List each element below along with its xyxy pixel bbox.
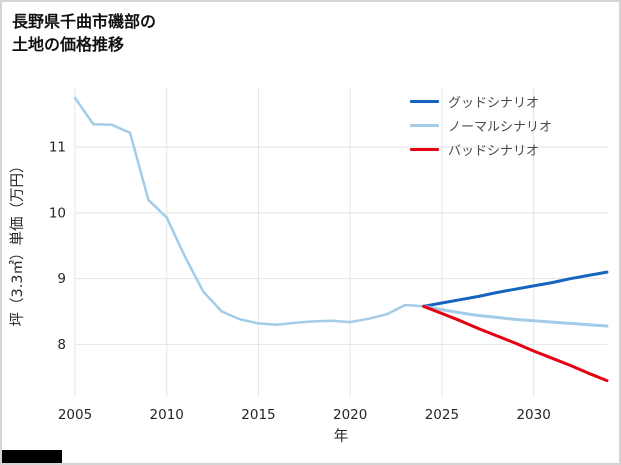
x-tick-label: 2030 [516, 407, 550, 423]
legend-label: グッドシナリオ [448, 96, 540, 111]
y-tick-label: 11 [49, 140, 66, 156]
legend-item-1[interactable]: ノーマルシナリオ [410, 117, 553, 135]
y-tick-label: 9 [57, 271, 66, 287]
x-tick-label: 2025 [425, 407, 459, 423]
legend-line-swatch [410, 124, 439, 127]
x-tick-label: 2020 [333, 407, 367, 423]
chart-title-line2: 土地の価格推移 [12, 35, 125, 55]
series-good-line [422, 270, 609, 308]
chart-legend: グッドシナリオ ノーマルシナリオ バッドシナリオ [410, 93, 553, 159]
legend-line-swatch [410, 148, 439, 151]
x-tick-label: 2010 [150, 407, 184, 423]
legend-label: ノーマルシナリオ [448, 120, 553, 135]
y-tick-label: 8 [57, 337, 66, 353]
legend-line-swatch [410, 100, 439, 103]
series-bad-line [422, 304, 609, 383]
legend-label: バッドシナリオ [448, 144, 540, 159]
legend-item-0[interactable]: グッドシナリオ [410, 93, 552, 111]
x-tick-label: 2005 [58, 407, 92, 423]
x-axis-label: 年 [334, 428, 349, 445]
y-axis-label: 坪（3.3㎡）単価（万円） [9, 158, 26, 326]
legend-item-2[interactable]: バッドシナリオ [410, 141, 552, 159]
chart-title-line1: 長野県千曲市磯部の [12, 12, 157, 31]
y-tick-label: 10 [49, 205, 66, 221]
chart-title: 長野県千曲市磯部の 土地の価格推移 [12, 10, 156, 56]
x-tick-label: 2015 [241, 407, 275, 423]
series-history-line [73, 96, 425, 326]
series-normal-line [422, 304, 609, 328]
footer-bar-fragment [2, 450, 62, 463]
